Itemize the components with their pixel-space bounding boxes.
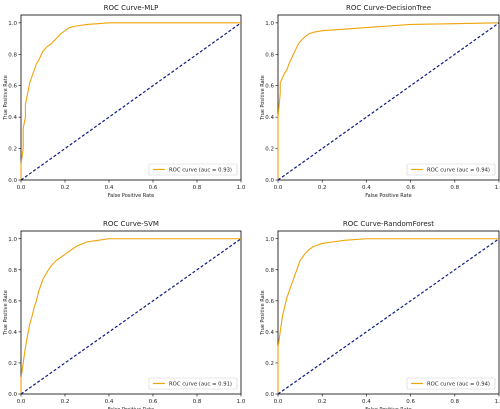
plot-frame [20,230,242,395]
y-tick-label: 0.6 [8,84,17,90]
x-tick-label: 0.8 [193,399,202,405]
y-tick-label: 0.6 [265,84,274,90]
y-tick-label: 0.8 [265,52,274,58]
x-tick-label: 0.0 [274,185,283,191]
x-tick-label: 1.0 [237,185,246,191]
chart-title: ROC Curve-MLP [104,4,159,12]
x-axis-label: False Positive Rate [365,407,411,409]
x-axis-label: False Positive Rate [365,193,411,199]
y-tick-label: 0.0 [8,178,17,184]
legend: ROC curve (auc = 0.93) [148,163,238,176]
x-tick-label: 0.0 [17,185,26,191]
y-tick-label: 0.4 [265,115,274,121]
y-tick-label: 0.8 [8,52,17,58]
plot-frame [277,230,500,395]
x-tick-label: 0.2 [61,399,70,405]
y-tick-label: 1.0 [265,21,274,27]
x-tick-label: 0.4 [105,185,114,191]
y-tick-label: 0.8 [265,268,274,274]
legend-box [406,163,496,176]
y-axis-label: True Positive Rate [260,75,266,121]
y-tick-label: 0.0 [265,392,274,398]
y-tick-label: 0.2 [265,361,274,367]
legend: ROC curve (auc = 0.91) [148,377,238,390]
roc-subplot: ROC Curve-RandomForest False Positive Rat… [260,220,500,409]
y-axis-label: True Positive Rate [3,290,9,336]
legend-box [406,377,496,390]
chart-title: ROC Curve-SVM [103,220,159,228]
roc-curve-line [277,22,500,180]
legend: ROC curve (auc = 0.94) [406,377,496,390]
plot-frame [277,14,500,181]
x-tick-label: 0.0 [274,399,283,405]
x-tick-label: 0.2 [318,399,327,405]
roc-curve-line [277,238,499,394]
plot-frame [20,14,242,181]
y-tick-label: 1.0 [8,21,17,27]
legend-label: ROC curve (auc = 0.94) [427,168,490,174]
y-tick-label: 0.6 [265,299,274,305]
y-tick-label: 0.0 [8,392,17,398]
roc-subplot: ROC Curve-DecisionTree False Positive Rat… [260,4,500,199]
x-tick-label: 0.2 [61,185,70,191]
y-tick-label: 0.2 [8,361,17,367]
x-tick-label: 0.6 [149,399,158,405]
y-tick-label: 0.4 [8,330,17,336]
x-tick-label: 0.4 [362,399,371,405]
legend-label: ROC curve (auc = 0.91) [169,382,232,388]
x-axis-label: False Positive Rate [108,193,154,199]
y-tick-label: 1.0 [265,237,274,243]
chart-title: ROC Curve-RandomForest [343,220,434,228]
y-tick-label: 0.4 [265,330,274,336]
legend-box [148,163,238,176]
y-tick-label: 1.0 [8,237,17,243]
chance-diagonal-line [277,238,500,395]
x-tick-label: 0.0 [17,399,26,405]
x-tick-label: 0.8 [450,399,459,405]
legend-label: ROC curve (auc = 0.93) [169,168,232,174]
chance-diagonal-line [277,22,500,181]
roc-subplot: ROC Curve-SVM False Positive Rate True Pos… [3,220,246,409]
y-axis-label: True Positive Rate [3,75,9,121]
roc-subplot: ROC Curve-MLP False Positive Rate True Pos… [3,4,246,199]
x-tick-label: 0.4 [105,399,114,405]
chart-title: ROC Curve-DecisionTree [346,4,431,12]
y-tick-label: 0.0 [265,178,274,184]
y-tick-label: 0.8 [8,268,17,274]
legend: ROC curve (auc = 0.94) [406,163,496,176]
roc-curve-line [20,22,241,180]
x-tick-label: 0.6 [406,185,415,191]
x-tick-label: 0.4 [362,185,371,191]
y-tick-label: 0.2 [265,147,274,153]
x-tick-label: 0.8 [450,185,459,191]
x-tick-label: 0.6 [149,185,158,191]
legend-box [148,377,238,390]
x-tick-label: 0.2 [318,185,327,191]
x-axis-label: False Positive Rate [108,407,154,409]
y-axis-label: True Positive Rate [260,290,266,336]
y-tick-label: 0.6 [8,299,17,305]
chance-diagonal-line [20,22,242,181]
x-tick-label: 0.8 [193,185,202,191]
x-tick-label: 1.0 [495,399,500,405]
legend-label: ROC curve (auc = 0.94) [427,382,490,388]
x-tick-label: 0.6 [406,399,415,405]
x-tick-label: 1.0 [495,185,500,191]
roc-curve-line [20,238,241,394]
y-tick-label: 0.4 [8,115,17,121]
x-tick-label: 1.0 [237,399,246,405]
y-tick-label: 0.2 [8,147,17,153]
